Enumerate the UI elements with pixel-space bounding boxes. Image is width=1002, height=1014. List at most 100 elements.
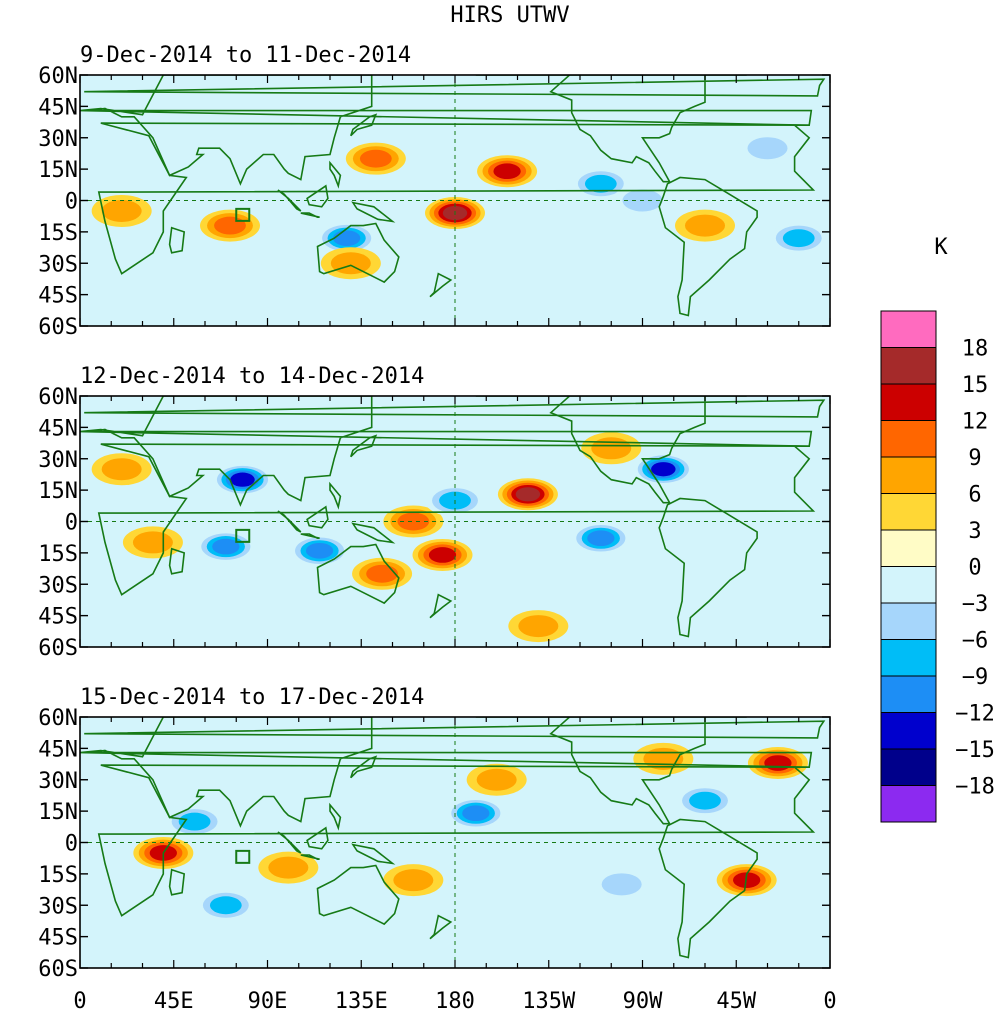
lat-tick-label: 15N [38, 158, 78, 183]
anomaly-contour [685, 214, 725, 237]
coastline [316, 543, 400, 605]
panel-2-latitude-axis: 60N 45N 30N 15N 0 15S 30S 45S 60S [38, 385, 831, 661]
coastline [97, 122, 816, 275]
coastline [475, 396, 706, 504]
colorbar-swatch [880, 310, 937, 348]
coastline [429, 914, 453, 940]
anomaly-contour [214, 216, 246, 235]
coastline [306, 184, 329, 208]
coastline [316, 864, 400, 926]
colorbar-swatch [880, 347, 937, 385]
anomaly-contour [601, 873, 642, 896]
panel-1-reference-lines [80, 75, 830, 326]
coastline [80, 717, 813, 828]
anomaly-contour [493, 163, 521, 180]
anomaly-contour [747, 137, 788, 160]
lat-tick-label: 15S [38, 221, 78, 246]
lat-tick-label: 60N [38, 385, 78, 410]
anomaly-contour [359, 149, 392, 168]
coastline [429, 593, 453, 619]
lat-tick-label: 45N [38, 416, 78, 441]
colorbar-label: 12 [962, 410, 989, 435]
coastline [300, 854, 320, 860]
coastline [658, 176, 758, 317]
coastline [168, 226, 186, 254]
coastline [658, 818, 758, 959]
lat-tick-label: 30N [38, 448, 78, 473]
anomaly-contour [584, 174, 617, 193]
anomaly-contour [330, 252, 371, 275]
lat-tick-label: 60S [38, 957, 78, 982]
colorbar-label: −18 [955, 775, 995, 800]
colorbar-label: 9 [968, 446, 981, 471]
panel-1-date-label: 9-Dec-2014 to 11-Dec-2014 [80, 43, 411, 68]
colorbar: K 18 15 12 9 6 3 0 −3 −6 −9 −12 −15 −18 [880, 235, 995, 823]
lat-tick-label: 60N [38, 64, 78, 89]
coastline [350, 755, 378, 779]
coastline [429, 272, 453, 298]
lon-tick-label: 90E [248, 989, 288, 1014]
coastline [97, 443, 816, 596]
colorbar-swatch [880, 602, 937, 640]
anomaly-contour [101, 199, 142, 222]
region-box [235, 849, 251, 864]
lon-tick-label: 180 [435, 989, 475, 1014]
panel-2-coastlines [80, 396, 826, 638]
coastline [658, 497, 758, 638]
lon-tick-label: 0 [823, 989, 836, 1014]
colorbar-swatch [880, 456, 937, 494]
colorbar-label: 6 [968, 483, 981, 508]
coastline [351, 201, 396, 223]
lat-tick-label: 60S [38, 636, 78, 661]
anomaly-contour [782, 229, 815, 248]
lat-tick-label: 0 [65, 511, 78, 536]
lon-tick-label: 45E [154, 989, 194, 1014]
coastline [350, 434, 378, 458]
chart-title: HIRS UTWV [450, 3, 569, 28]
lat-tick-label: 15S [38, 863, 78, 888]
lat-tick-label: 45S [38, 284, 78, 309]
coastline [350, 113, 378, 137]
anomaly-contour [587, 530, 615, 547]
coastline [80, 396, 813, 507]
colorbar-label: −12 [955, 702, 995, 727]
anomaly-contour [764, 755, 792, 771]
panel-3-coastlines [80, 717, 826, 959]
longitude-axis: 0 45E 90E 135E 180 135W 90W 45W 0 [73, 989, 836, 1014]
lat-tick-label: 15N [38, 800, 78, 825]
colorbar-label: 15 [962, 373, 989, 398]
colorbar-swatch [880, 639, 937, 677]
colorbar-label: −3 [962, 592, 989, 617]
lon-tick-label: 90W [623, 989, 663, 1014]
anomaly-contour [591, 437, 632, 460]
anomaly-contour [689, 791, 721, 810]
anomaly-contour [268, 856, 309, 879]
coastline [329, 160, 342, 189]
anomaly-contour [515, 487, 541, 502]
colorbar-label: 3 [968, 519, 981, 544]
anomaly-contour [462, 805, 490, 822]
colorbar-swatch [880, 785, 937, 823]
coastline [300, 533, 320, 539]
coastline [329, 802, 342, 831]
anomaly-contour [476, 768, 517, 791]
anomaly-contour [230, 472, 255, 487]
colorbar-label: 18 [962, 337, 989, 362]
lat-tick-label: 0 [65, 190, 78, 215]
panel-1-latitude-axis: 60N 45N 30N 15N 0 15S 30S 45S 60S [38, 64, 831, 340]
region-box [235, 528, 251, 543]
panel-3-reference-lines [80, 717, 830, 968]
lat-tick-label: 60N [38, 706, 78, 731]
coastline [351, 522, 396, 544]
anomaly-contour [651, 462, 676, 477]
panel-1: 9-Dec-2014 to 11-Dec-2014 60N 45N 30N 15N 0 1… [38, 43, 831, 340]
lat-tick-label: 30S [38, 573, 78, 598]
lat-tick-label: 30N [38, 769, 78, 794]
coastline [329, 481, 342, 510]
lon-tick-label: 135W [522, 989, 576, 1014]
lat-tick-label: 30S [38, 894, 78, 919]
anomaly-contour [178, 812, 211, 831]
lon-tick-label: 0 [73, 989, 86, 1014]
coastline [475, 717, 706, 825]
